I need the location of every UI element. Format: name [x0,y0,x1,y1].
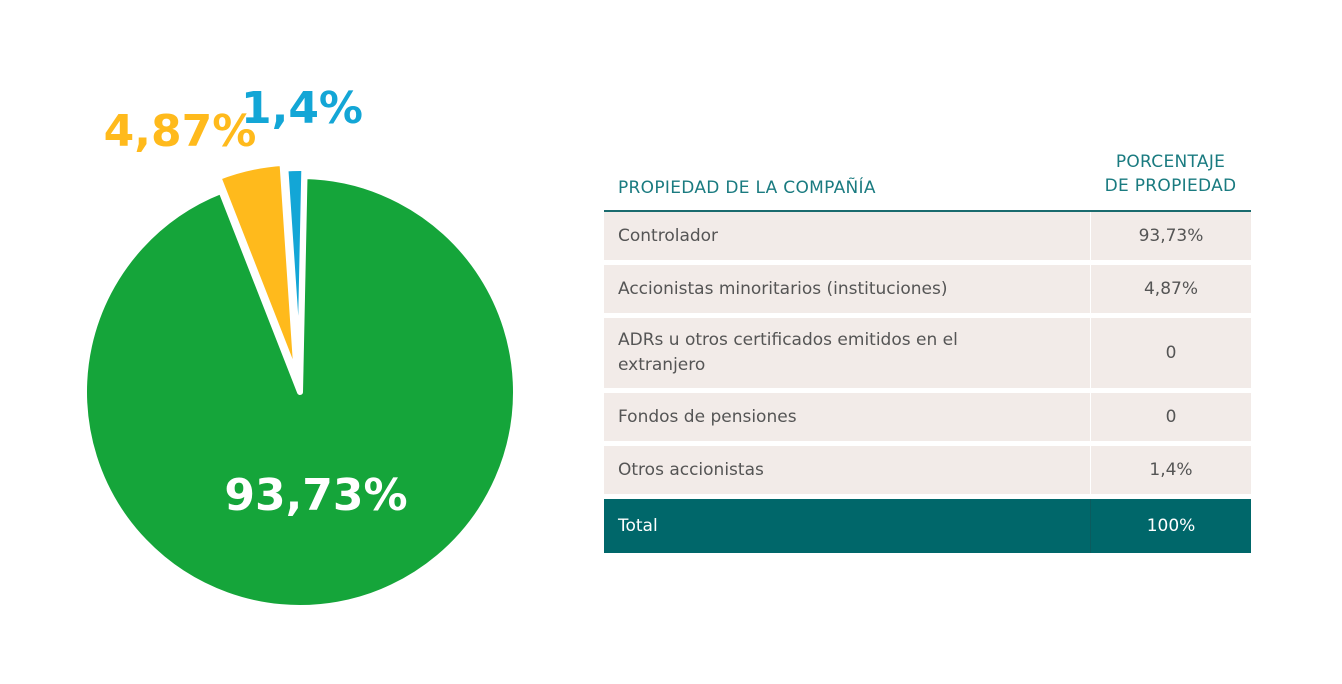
pie-chart: 93,73% 4,87% 1,4% [0,0,600,684]
row-name: ADRs u otros certificados emitidos en el… [604,318,1090,393]
pie-slice [215,159,300,382]
table-row: Accionistas minoritarios (instituciones)… [604,265,1251,318]
header-ownership-percentage: PORCENTAJE DE PROPIEDAD [1090,150,1251,212]
table-header-row: PROPIEDAD DE LA COMPAÑÍA PORCENTAJE DE P… [604,150,1251,212]
row-percentage: 4,87% [1090,265,1251,318]
ownership-table: PROPIEDAD DE LA COMPAÑÍA PORCENTAJE DE P… [604,150,1251,553]
header-pct-line1: PORCENTAJE [1115,152,1226,172]
header-company-ownership: PROPIEDAD DE LA COMPAÑÍA [604,150,1090,212]
table-row: ADRs u otros certificados emitidos en el… [604,318,1251,393]
row-name: Controlador [604,212,1090,265]
total-label: Total [604,499,1090,553]
row-name: Fondos de pensiones [604,393,1090,446]
row-percentage: 93,73% [1090,212,1251,265]
header-pct-line2: DE PROPIEDAD [1104,176,1237,196]
table-row: Fondos de pensiones 0 [604,393,1251,446]
pie-slice [81,173,519,611]
table-row: Otros accionistas 1,4% [604,446,1251,499]
row-percentage: 0 [1090,318,1251,393]
row-percentage: 1,4% [1090,446,1251,499]
pie-slice-label: 4,87% [104,106,257,157]
row-name-line1: ADRs u otros certificados emitidos en el [618,330,958,350]
pie-chart-svg: 93,73% 4,87%1,4% [81,83,519,611]
row-name-line2: extranjero [618,355,706,375]
pie-slice [282,165,308,388]
total-percentage: 100% [1090,499,1251,553]
pie-slice-label: 1,4% [241,83,363,134]
row-percentage: 0 [1090,393,1251,446]
table-row: Controlador 93,73% [604,212,1251,265]
table-total-row: Total 100% [604,499,1251,553]
row-name: Accionistas minoritarios (instituciones) [604,265,1090,318]
pie-slice-label: 93,73% [224,470,407,521]
row-name: Otros accionistas [604,446,1090,499]
